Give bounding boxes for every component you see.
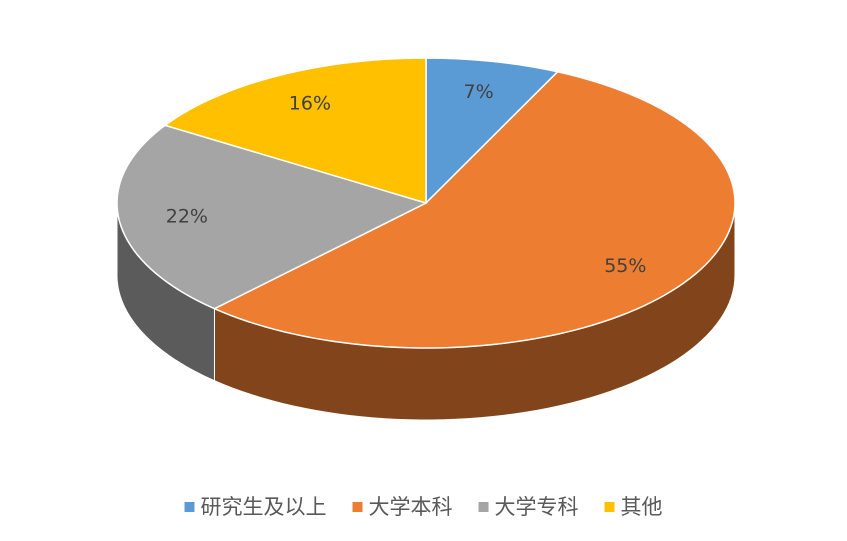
legend-label: 其他 — [621, 495, 663, 519]
legend-label: 大学本科 — [369, 495, 453, 519]
legend-swatch — [604, 502, 615, 512]
slice — [212, 70, 736, 349]
legend-swatch — [184, 502, 195, 512]
legend: 研究生及以上 大学本科 大学专科 其他 — [184, 495, 663, 519]
slice — [425, 57, 560, 205]
slice — [163, 57, 427, 205]
legend-label: 研究生及以上 — [201, 495, 327, 519]
data-label: 7% — [463, 81, 493, 103]
slice — [116, 124, 429, 310]
data-label: 22% — [166, 206, 208, 228]
data-label: 55% — [604, 255, 646, 277]
data-label: 16% — [289, 92, 331, 114]
legend-swatch — [478, 502, 489, 512]
legend-swatch — [352, 502, 363, 512]
legend-label: 大学专科 — [495, 495, 579, 519]
